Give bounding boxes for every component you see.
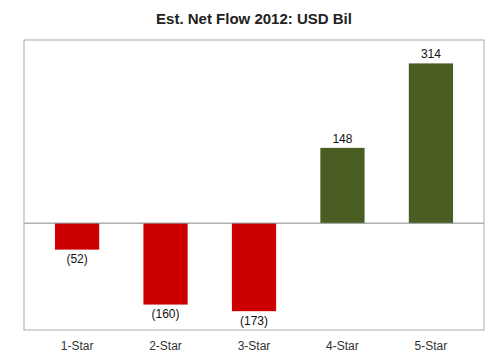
- bar: [55, 223, 99, 249]
- bar: [143, 223, 187, 304]
- data-label: 148: [332, 132, 352, 146]
- plot-frame: [24, 40, 484, 330]
- bar: [409, 63, 453, 223]
- data-label: (160): [152, 307, 180, 321]
- bar: [232, 223, 276, 311]
- data-label: (173): [240, 314, 268, 328]
- x-tick-label: 2-Star: [149, 339, 182, 353]
- bars: [55, 63, 453, 311]
- bar: [320, 148, 364, 223]
- x-tick-label: 5-Star: [415, 339, 448, 353]
- chart-container: Est. Net Flow 2012: USD Bil (52) (160) (173…: [0, 0, 500, 364]
- data-label: 314: [421, 47, 441, 61]
- x-tick-label: 1-Star: [61, 339, 94, 353]
- chart-svg: Est. Net Flow 2012: USD Bil (52) (160) (173…: [0, 0, 500, 364]
- x-tick-label: 3-Star: [238, 339, 271, 353]
- x-tick-label: 4-Star: [326, 339, 359, 353]
- chart-title: Est. Net Flow 2012: USD Bil: [156, 10, 352, 27]
- zero-line: [24, 223, 484, 224]
- data-label: (52): [66, 252, 87, 266]
